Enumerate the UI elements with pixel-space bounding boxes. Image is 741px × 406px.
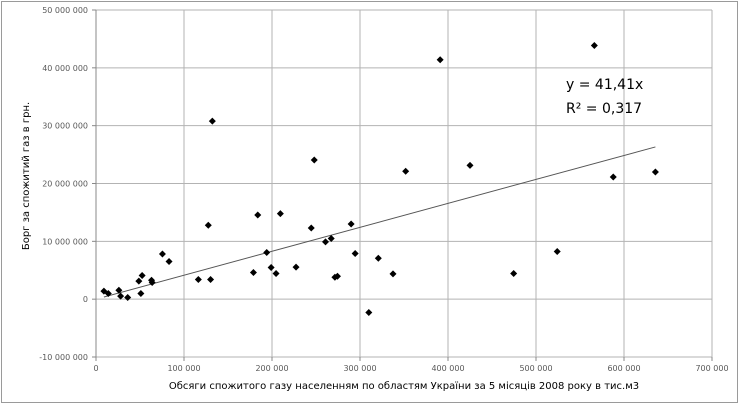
data-point [322, 238, 330, 246]
data-point [436, 56, 444, 64]
y-tick-label: 30 000 000 [42, 122, 88, 131]
data-point [307, 224, 315, 232]
data-point [276, 210, 284, 218]
y-tick-label: 40 000 000 [42, 64, 88, 73]
x-tick-label: 300 000 [343, 364, 376, 373]
data-point [272, 269, 280, 277]
data-point [466, 161, 474, 169]
data-point [124, 293, 132, 301]
y-tick-label: 10 000 000 [42, 237, 88, 246]
x-tick-label: 500 000 [519, 364, 552, 373]
x-axis-title: Обсяги спожитого газу населенням по обла… [169, 380, 639, 392]
data-point [263, 248, 271, 256]
data-point [402, 167, 410, 175]
trendline [103, 146, 656, 298]
x-tick-label: 600 000 [607, 364, 640, 373]
data-point [651, 168, 659, 176]
data-point [327, 235, 335, 243]
data-point [148, 279, 156, 287]
x-tick-label: 0 [93, 364, 98, 373]
x-tick-labels: 0 100 000 200 000 300 000 400 000 500 000 600 … [93, 364, 728, 373]
trendline-equation: y = 41,41x [566, 77, 643, 93]
data-points [100, 41, 659, 316]
data-point [158, 250, 166, 258]
data-point [138, 272, 146, 280]
data-point [207, 276, 215, 284]
data-point [267, 264, 275, 272]
data-point [609, 173, 617, 181]
data-point [194, 276, 202, 284]
data-point [165, 258, 173, 266]
axes [92, 9, 713, 361]
y-tick-label: 20 000 000 [42, 180, 88, 189]
x-tick-label: 400 000 [431, 364, 464, 373]
data-point [510, 269, 518, 277]
trendline-group [103, 146, 656, 298]
data-point [553, 248, 561, 256]
data-point [117, 292, 125, 300]
data-point [137, 289, 145, 297]
x-tick-label: 200 000 [255, 364, 288, 373]
data-point [135, 277, 143, 285]
data-point [374, 254, 382, 262]
data-point [347, 220, 355, 228]
gridlines [96, 9, 713, 358]
data-point [333, 272, 341, 280]
data-point [590, 41, 598, 49]
data-point [208, 117, 216, 125]
data-point [204, 221, 212, 229]
y-tick-label: -10 000 000 [39, 353, 88, 362]
data-point [389, 270, 397, 278]
data-point [310, 156, 318, 164]
data-point [249, 269, 257, 277]
y-tick-labels: -10 000 000 0 10 000 000 20 000 000 30 000 0… [39, 6, 88, 362]
y-tick-label: 0 [83, 295, 88, 304]
data-point [104, 289, 112, 297]
y-tick-label: 50 000 000 [42, 6, 88, 15]
x-tick-label: 700 000 [695, 364, 728, 373]
data-point [365, 308, 373, 316]
data-point [254, 211, 262, 219]
x-tick-label: 100 000 [167, 364, 200, 373]
data-point [351, 250, 359, 258]
data-point [292, 263, 300, 271]
y-axis-title: Борг за спожитий газ в грн. [21, 102, 32, 250]
trendline-r-squared: R² = 0,317 [566, 101, 642, 117]
data-point [115, 286, 123, 294]
